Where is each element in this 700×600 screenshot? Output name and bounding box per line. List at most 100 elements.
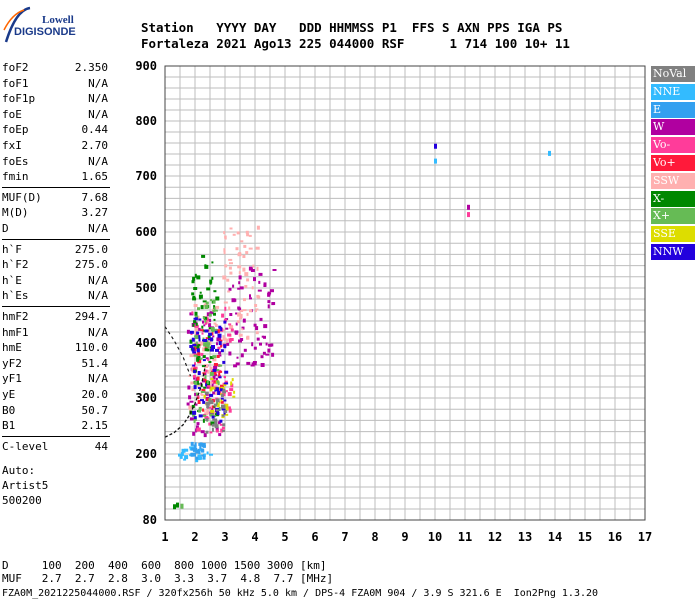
echo-point (237, 287, 241, 290)
echo-point (203, 386, 207, 389)
echo-point (214, 391, 217, 395)
echo-point (232, 395, 236, 398)
legend-item-noval: NoVal (651, 66, 695, 82)
echo-point (223, 231, 226, 235)
echo-point (196, 422, 200, 426)
echo-point (201, 365, 205, 368)
echo-point (241, 328, 244, 331)
param-row: yF2 51.4 (2, 356, 108, 371)
echo-point (208, 323, 212, 328)
echo-point (203, 342, 208, 347)
echo-point (231, 298, 236, 303)
echo-point (204, 264, 207, 268)
echo-point (467, 212, 470, 218)
echo-point (239, 286, 244, 290)
echo-point (202, 320, 204, 324)
echo-point (197, 387, 201, 389)
echo-point (186, 402, 190, 406)
echo-point (194, 311, 198, 316)
y-tick-label: 80 (143, 513, 157, 527)
echo-point (259, 317, 263, 321)
echo-point (200, 305, 204, 310)
param-row: B1 2.15 (2, 418, 108, 433)
echo-point (239, 314, 243, 318)
param-row: M(D) 3.27 (2, 205, 108, 220)
param-label: h`Es (2, 289, 29, 303)
echo-point (255, 326, 259, 331)
echo-point (215, 348, 219, 352)
echo-point (179, 455, 183, 459)
echo-point (193, 320, 197, 324)
echo-point (191, 337, 195, 342)
echo-point (214, 389, 217, 392)
echo-point (202, 355, 206, 359)
echo-point (548, 150, 551, 156)
param-value: 2.350 (74, 61, 108, 74)
x-tick-label: 3 (221, 530, 228, 544)
param-value: 44 (94, 439, 108, 453)
echo-point (200, 382, 202, 385)
echo-point (208, 422, 212, 426)
echo-point (215, 296, 220, 301)
param-row: foF1p N/A (2, 91, 108, 106)
echo-point (180, 503, 184, 509)
echo-point (220, 428, 224, 433)
echo-point (193, 416, 197, 420)
echo-point (254, 304, 258, 307)
echo-point (220, 400, 224, 404)
echo-point (223, 250, 226, 255)
echo-point (252, 264, 255, 268)
echo-point (216, 412, 220, 415)
echo-point (229, 325, 234, 330)
echo-point (216, 342, 218, 346)
echo-point (180, 452, 184, 457)
echo-point (222, 335, 225, 339)
echo-point (195, 341, 198, 345)
echo-point (207, 338, 211, 341)
echo-point (202, 418, 205, 423)
y-tick-label: 800 (135, 114, 157, 128)
echo-point (204, 412, 209, 416)
x-tick-label: 15 (578, 530, 592, 544)
echo-point (210, 299, 213, 302)
echo-point (211, 423, 215, 427)
footer-file-info: FZA0M_2021225044000.RSF / 320fx256h 50 k… (2, 588, 599, 599)
echo-point (202, 372, 206, 375)
echo-point (223, 399, 227, 402)
echo-point (187, 385, 191, 390)
echo-point (224, 264, 228, 268)
echo-point (201, 325, 204, 329)
param-row: D N/A (2, 221, 108, 236)
echo-point (253, 362, 257, 366)
echo-point (220, 349, 224, 353)
echo-point (200, 352, 204, 356)
echo-point (238, 271, 241, 275)
echo-point (213, 307, 216, 312)
echo-point (235, 247, 239, 251)
echo-point (195, 327, 199, 331)
echo-point (188, 405, 192, 410)
echo-point (211, 261, 214, 264)
echo-point (176, 502, 179, 508)
echo-point (203, 329, 206, 332)
echo-point (211, 345, 215, 349)
echo-point (226, 278, 230, 282)
echo-point (196, 345, 200, 349)
echo-point (214, 309, 218, 312)
echo-point (204, 369, 208, 372)
echo-point (205, 401, 210, 406)
echo-point (258, 272, 263, 276)
echo-point (196, 327, 201, 331)
param-row: hmF2 294.7 (2, 309, 108, 324)
param-label: foF1p (2, 92, 36, 106)
echo-point (235, 322, 238, 326)
y-tick-label: 400 (135, 336, 157, 350)
echo-point (229, 388, 234, 392)
echo-point (210, 378, 214, 381)
echo-point (234, 330, 238, 335)
echo-point (207, 384, 211, 388)
echo-point (196, 331, 200, 335)
echo-point (205, 337, 210, 340)
param-row: foE N/A (2, 107, 108, 122)
echo-point (192, 367, 196, 371)
